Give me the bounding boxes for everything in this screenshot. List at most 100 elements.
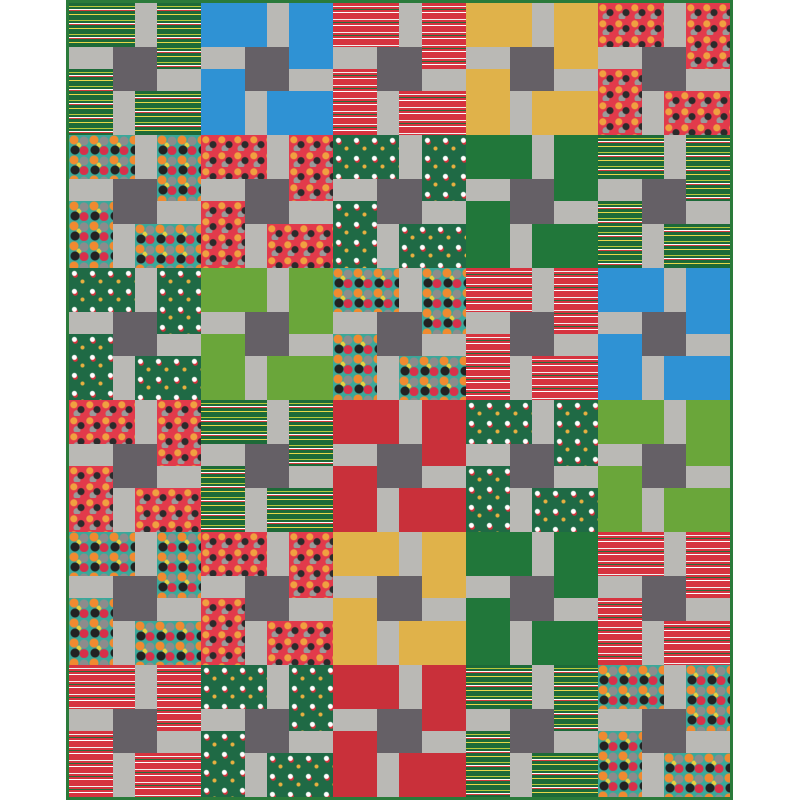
strip-bottom xyxy=(509,223,532,268)
fabric-top-right xyxy=(421,135,466,202)
quilt-block-red-stripes xyxy=(465,267,598,400)
quilt-block-gold xyxy=(333,532,466,665)
fabric-bottom-right xyxy=(531,223,598,268)
center-square xyxy=(509,708,554,753)
fabric-bottom-right xyxy=(267,355,334,400)
strip-left xyxy=(465,444,510,467)
center-square xyxy=(245,708,290,753)
strip-right xyxy=(157,730,202,753)
fabric-bottom-left xyxy=(465,730,510,797)
strip-top xyxy=(399,399,422,445)
center-square xyxy=(509,444,554,489)
strip-right xyxy=(685,598,730,621)
fabric-top-left xyxy=(465,399,532,445)
strip-left xyxy=(201,47,246,70)
center-square xyxy=(509,311,554,356)
fabric-top-right xyxy=(685,399,730,467)
fabric-top-left xyxy=(69,399,136,445)
fabric-top-left xyxy=(465,664,532,709)
strip-right xyxy=(685,333,730,356)
strip-bottom xyxy=(113,355,136,400)
strip-left xyxy=(69,576,114,599)
strip-bottom xyxy=(245,223,268,268)
strip-left xyxy=(69,311,114,334)
fabric-bottom-left xyxy=(465,598,510,665)
center-square xyxy=(113,708,158,753)
fabric-bottom-left xyxy=(69,466,114,533)
strip-right xyxy=(553,333,598,356)
fabric-bottom-right xyxy=(399,620,466,665)
fabric-top-left xyxy=(201,267,268,312)
fabric-top-left xyxy=(69,135,136,180)
fabric-bottom-right xyxy=(267,752,334,797)
center-square xyxy=(509,576,554,621)
strip-left xyxy=(465,708,510,731)
strip-bottom xyxy=(113,620,136,665)
strip-bottom xyxy=(641,752,664,797)
strip-right xyxy=(685,730,730,753)
strip-top xyxy=(663,267,686,312)
quilt-block-gold xyxy=(465,3,598,136)
center-square xyxy=(245,444,290,489)
quilt-block-red-stripes xyxy=(69,664,202,797)
fabric-top-left xyxy=(69,532,136,577)
fabric-bottom-right xyxy=(663,488,730,533)
fabric-top-left xyxy=(69,3,136,48)
center-square xyxy=(245,311,290,356)
strip-right xyxy=(421,466,466,489)
fabric-bottom-left xyxy=(333,466,378,533)
fabric-bottom-right xyxy=(135,620,202,665)
center-square xyxy=(377,708,422,753)
strip-bottom xyxy=(245,91,268,136)
strip-bottom xyxy=(509,91,532,136)
fabric-top-right xyxy=(157,3,202,70)
strip-top xyxy=(135,664,158,709)
strip-left xyxy=(201,444,246,467)
fabric-top-right xyxy=(289,664,334,731)
center-square xyxy=(509,47,554,92)
strip-left xyxy=(69,47,114,70)
strip-bottom xyxy=(641,620,664,665)
fabric-bottom-right xyxy=(663,355,730,400)
strip-bottom xyxy=(641,91,664,136)
fabric-bottom-left xyxy=(465,201,510,268)
fabric-bottom-left xyxy=(201,333,246,400)
strip-left xyxy=(597,311,642,334)
center-square xyxy=(377,47,422,92)
fabric-bottom-left xyxy=(597,730,642,797)
strip-left xyxy=(597,708,642,731)
strip-top xyxy=(663,664,686,709)
center-square xyxy=(113,179,158,224)
center-square xyxy=(113,311,158,356)
fabric-bottom-right xyxy=(399,752,466,797)
strip-bottom xyxy=(641,488,664,533)
fabric-top-right xyxy=(685,532,730,599)
center-square xyxy=(641,179,686,224)
fabric-top-right xyxy=(157,399,202,467)
fabric-top-left xyxy=(597,267,664,312)
fabric-bottom-right xyxy=(135,752,202,797)
fabric-top-left xyxy=(597,135,664,180)
quilt-block-multi-cats xyxy=(69,135,202,268)
fabric-bottom-right xyxy=(531,488,598,533)
strip-left xyxy=(597,47,642,70)
strip-bottom xyxy=(245,355,268,400)
strip-right xyxy=(157,201,202,224)
strip-left xyxy=(333,311,378,334)
fabric-bottom-right xyxy=(531,91,598,136)
strip-top xyxy=(399,135,422,180)
fabric-top-left xyxy=(333,267,400,312)
center-square xyxy=(641,311,686,356)
strip-top xyxy=(267,399,290,445)
fabric-bottom-left xyxy=(69,201,114,268)
strip-bottom xyxy=(113,91,136,136)
fabric-top-left xyxy=(597,3,664,48)
quilt-block-grid xyxy=(69,3,730,797)
strip-bottom xyxy=(245,488,268,533)
fabric-top-left xyxy=(69,267,136,312)
fabric-top-right xyxy=(289,532,334,599)
fabric-bottom-left xyxy=(201,730,246,797)
quilt-block-green-santa xyxy=(201,664,334,797)
fabric-top-right xyxy=(685,135,730,202)
fabric-top-right xyxy=(553,267,598,334)
